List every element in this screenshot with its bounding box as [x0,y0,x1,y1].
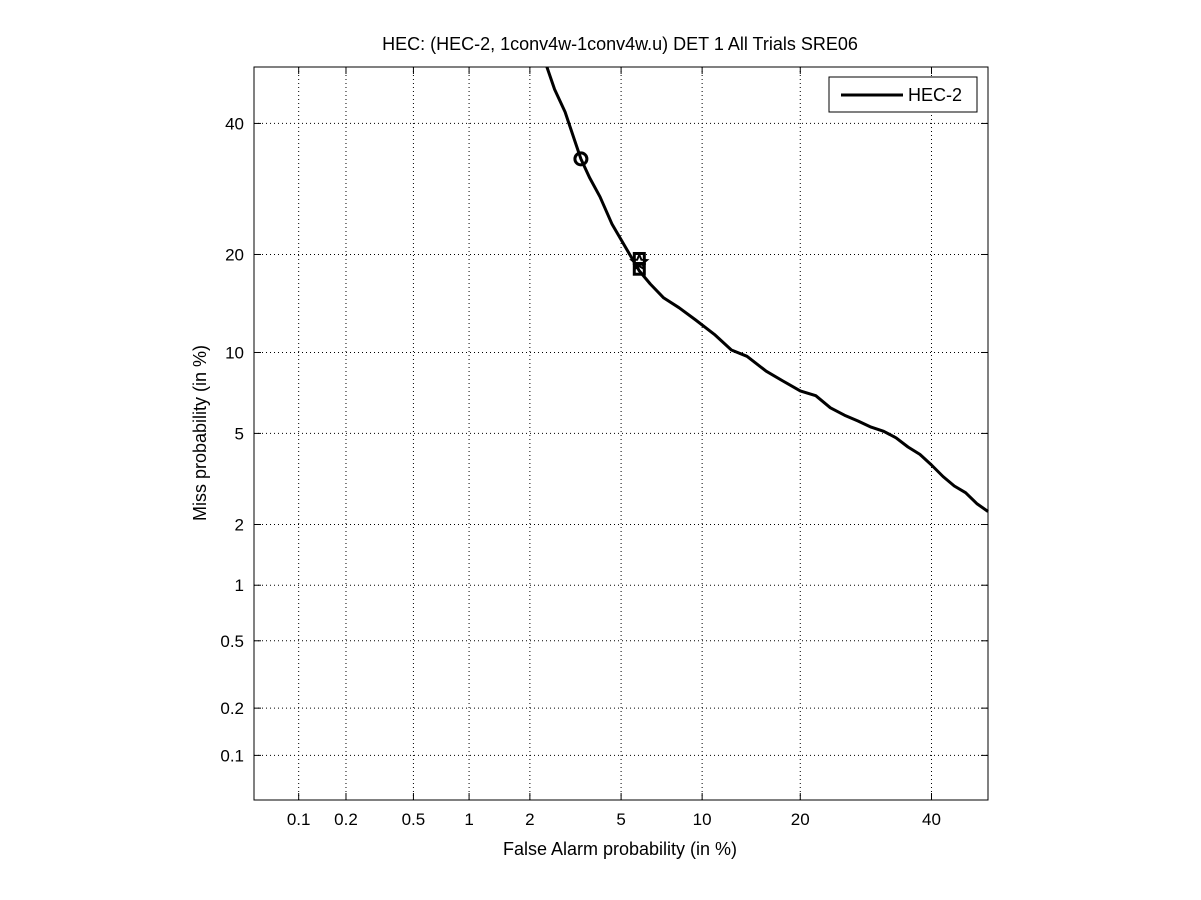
series-line-hec-2 [545,66,989,513]
ticks: 0.1 0.2 0.5 1 2 5 10 20 40 0.1 0.2 0.5 1 2 5 10 20 40 [220,67,988,829]
x-axis-title: False Alarm probability (in %) [503,839,737,859]
x-tick-label: 20 [791,810,810,829]
series-layer [545,66,989,513]
y-tick-label: 10 [225,343,244,362]
y-tick-label: 1 [235,576,244,595]
x-tick-label: 1 [464,810,473,829]
marker-circle [573,151,589,167]
marker-star [629,251,650,272]
legend-label-hec-2: HEC-2 [908,85,962,105]
x-tick-label: 0.2 [334,810,358,829]
legend: HEC-2 [828,76,978,113]
x-tick-label: 0.5 [402,810,426,829]
x-tick-label: 2 [525,810,534,829]
y-tick-label: 0.5 [220,632,244,651]
x-tick-label: 10 [693,810,712,829]
y-tick-label: 40 [225,114,244,133]
y-tick-label: 0.1 [220,746,244,765]
x-tick-label: 40 [922,810,941,829]
y-tick-label: 5 [235,424,244,443]
x-tick-label: 5 [616,810,625,829]
operating-point-markers [573,151,650,276]
y-tick-label: 0.2 [220,699,244,718]
chart-title: HEC: (HEC-2, 1conv4w-1conv4w.u) DET 1 Al… [382,34,858,54]
y-tick-label: 20 [225,245,244,264]
x-tick-label: 0.1 [287,810,311,829]
y-tick-label: 2 [235,515,244,534]
y-axis-title: Miss probability (in %) [190,345,210,521]
